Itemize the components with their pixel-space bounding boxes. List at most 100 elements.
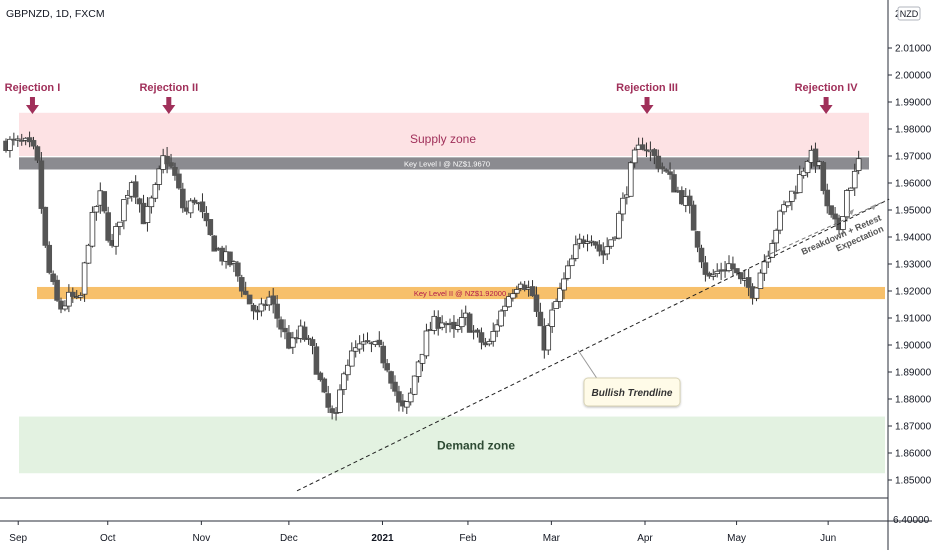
candle [329, 405, 335, 420]
candle [455, 318, 461, 333]
candle-body-bull [337, 389, 343, 413]
trendline-callout-label: Bullish Trendline [592, 388, 673, 399]
candle-body-bull [796, 174, 803, 194]
candle-body-bull [419, 353, 426, 364]
candle-body-bear [734, 268, 740, 274]
candle-body-bull [777, 210, 783, 231]
candle [101, 191, 108, 214]
candle [26, 131, 33, 148]
candle [69, 287, 76, 303]
candle-body-bull [187, 200, 194, 214]
candle-body-bear [164, 155, 170, 165]
candle [164, 146, 170, 174]
price-axis[interactable]: 2.01000 2.00000 1.99000 1.98000 1.97000 1.960… [888, 9, 932, 526]
candle [824, 183, 831, 214]
candle-body-bull [144, 206, 151, 223]
zones-layer [19, 112, 885, 474]
candle-body-bear [388, 371, 394, 384]
candle-body-bull [549, 309, 555, 327]
candle-body-bull [781, 204, 787, 213]
candle-body-bear [698, 247, 705, 263]
candle [557, 282, 563, 308]
candle [85, 243, 92, 264]
candle [698, 244, 705, 269]
supply-zone-label: Supply zone [410, 132, 476, 146]
candle [651, 148, 658, 165]
symbol-title: GBPNZD, 1D, FXCM [6, 8, 105, 20]
candle [537, 302, 544, 327]
candle [572, 235, 579, 262]
time-tick-label: Jun [820, 533, 836, 544]
candle-body-bear [663, 169, 669, 172]
candle-body-bull [290, 337, 296, 348]
candle-body-bull [121, 199, 127, 222]
candle [81, 261, 88, 302]
candle-body-bear [172, 166, 178, 176]
candle-body-bull [785, 201, 791, 207]
candle-body-bear [329, 408, 335, 414]
candle [58, 297, 64, 314]
candle-body-bear [38, 160, 45, 209]
candle-body-bear [364, 340, 371, 343]
breakdown-projection-line [769, 200, 886, 255]
projection-arrow-icon [870, 204, 876, 210]
candle-body-bear [478, 332, 485, 343]
candle [278, 316, 284, 338]
candle-body-bear [42, 206, 49, 246]
candle-body-bear [313, 346, 320, 375]
candle [144, 197, 151, 232]
candle-body-bear [69, 291, 76, 297]
candle [180, 182, 186, 213]
candle [7, 136, 13, 158]
candle-body-bear [199, 201, 206, 213]
candle-body-bear [321, 378, 328, 393]
candle-body-bear [824, 189, 831, 207]
price-tick-label: 1.89000 [895, 368, 932, 379]
candle-body-bull [305, 337, 312, 340]
rejection-label: Rejection II [139, 82, 198, 94]
candle-body-bull [341, 373, 347, 390]
candle [77, 292, 84, 301]
candle-body-bull [631, 149, 638, 164]
candle-body-bull [757, 272, 764, 289]
candle-body-bear [737, 272, 744, 280]
candle-body-bear [596, 244, 603, 252]
time-axis[interactable]: Sep Oct Nov Dec 2021 Feb Mar Apr May Jun [9, 521, 836, 544]
candle [132, 175, 139, 204]
candle [54, 275, 60, 302]
candle-body-bear [317, 372, 324, 381]
candle [596, 240, 603, 257]
candle-body-bull [627, 162, 634, 197]
candle-body-bear [671, 174, 677, 193]
candle [407, 387, 414, 406]
candle [608, 239, 614, 249]
time-tick-label: Sep [9, 533, 27, 544]
candle [317, 371, 324, 382]
candle-body-bear [655, 155, 662, 169]
candle [533, 286, 540, 317]
candle-body-bull [498, 310, 504, 327]
candle-body-bear [325, 393, 332, 408]
candle [46, 241, 53, 275]
candle [616, 210, 622, 240]
candle-body-bull [800, 170, 807, 176]
candle-body-bear [384, 363, 390, 371]
candle-body-bear [168, 162, 174, 167]
candle-body-bull [557, 288, 563, 302]
candle [785, 201, 791, 208]
time-tick-label: May [727, 533, 746, 544]
candle [761, 254, 768, 282]
candle-body-bear [203, 212, 210, 222]
price-tick-label: 1.93000 [895, 260, 932, 271]
down-arrow-icon [819, 97, 833, 114]
candle-body-bear [309, 339, 316, 346]
candle-body-bear [191, 199, 198, 203]
candle [117, 221, 123, 236]
candle [667, 162, 673, 180]
candle-body-bull [81, 262, 88, 295]
candle [510, 289, 516, 302]
currency-badge[interactable]: NZD [897, 6, 921, 21]
candle [18, 133, 25, 146]
candle-body-bull [569, 258, 575, 267]
